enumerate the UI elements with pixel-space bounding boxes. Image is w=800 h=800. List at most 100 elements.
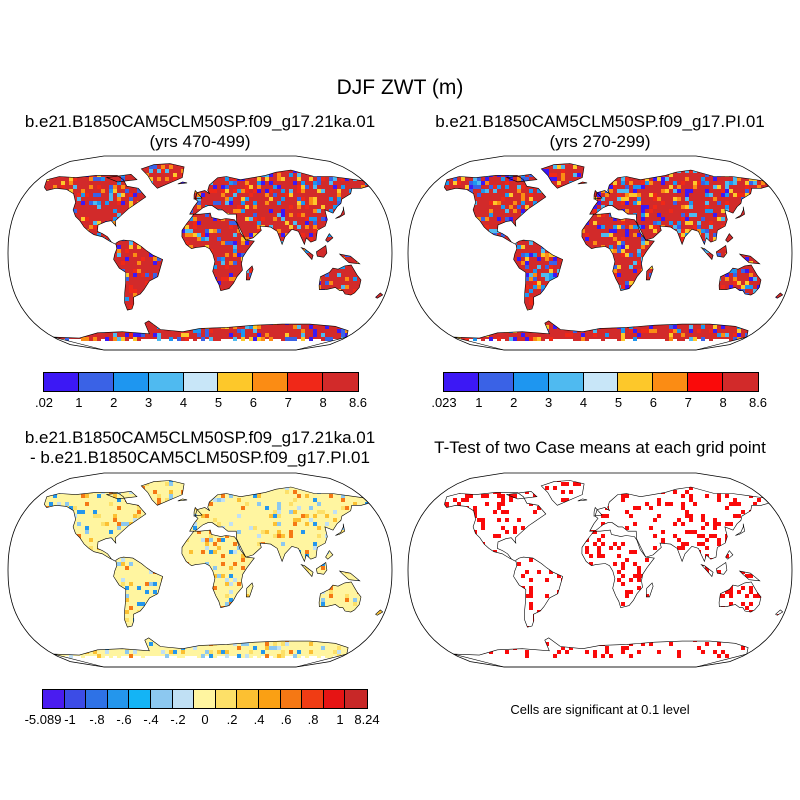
colorbar-tick-label: 3 — [545, 395, 553, 410]
coastline — [443, 175, 547, 245]
colorbar-tick-label: 7 — [684, 395, 692, 410]
coastline — [443, 492, 547, 562]
colorbar-tick-label: -.6 — [116, 712, 132, 727]
coastline — [581, 529, 655, 609]
colorbar-tick-label: .02 — [34, 395, 54, 410]
colorbar-swatch — [113, 373, 149, 391]
coastline — [140, 163, 185, 189]
colorbar-swatch — [237, 690, 259, 708]
colorbar-tick-label: .6 — [280, 712, 292, 727]
colorbar-tick-label: 4 — [579, 395, 588, 410]
colorbar-tick-label: 0 — [201, 712, 209, 727]
colorbar-tick-label: .4 — [253, 712, 265, 727]
coastline — [577, 498, 588, 502]
coastline — [577, 181, 588, 185]
coastline — [189, 486, 370, 563]
colorbar-swatch — [288, 373, 323, 391]
diff-line-1: b.e21.B1850CAM5CLM50SP.f09_g17.21ka.01 — [24, 428, 376, 447]
colorbar-tick-label: -.2 — [170, 712, 186, 727]
figure-title: DJF ZWT (m) — [336, 76, 464, 99]
coastline — [140, 480, 185, 506]
coastline — [735, 206, 745, 219]
coastline — [581, 212, 655, 292]
panel-title-top-left: b.e21.B1850CAM5CLM50SP.f09_g17.21ka.01 (… — [0, 112, 400, 152]
coastline — [245, 582, 254, 598]
coastline — [181, 212, 255, 292]
colorbar-tick-label: -.8 — [89, 712, 105, 727]
colorbar-tick-label: 8 — [319, 395, 327, 410]
coastline — [738, 253, 761, 265]
coastline — [718, 581, 762, 613]
map-outline — [7, 472, 393, 668]
coastline — [113, 239, 164, 311]
map-outline — [7, 155, 393, 351]
colorbar-swatch — [323, 690, 346, 708]
coastline — [335, 523, 345, 536]
colorbar-swatch — [618, 373, 654, 391]
colorbar-tick-label: 5 — [214, 395, 223, 410]
coastline — [700, 246, 714, 261]
colorbar-tick-label: 1 — [75, 395, 83, 410]
colorbar-swatch — [44, 373, 79, 391]
case-name: b.e21.B1850CAM5CLM50SP.f09_g17.21ka.01 — [24, 112, 376, 131]
coastline — [513, 239, 564, 311]
coastline — [105, 490, 138, 500]
colorbar-swatch — [129, 690, 151, 708]
coastline — [105, 173, 138, 183]
map-top-left — [7, 155, 393, 351]
coastline — [775, 609, 784, 616]
coastline — [181, 529, 255, 609]
colorbar-swatch — [253, 373, 289, 391]
coastline — [315, 561, 328, 575]
coastline — [775, 292, 784, 299]
coastline — [725, 233, 734, 243]
colorbar-swatch — [218, 373, 254, 391]
colorbar-swatch — [653, 373, 689, 391]
map-bottom-right — [407, 472, 793, 668]
coastline — [43, 175, 147, 245]
colorbar-tick-label: 7 — [284, 395, 292, 410]
coastline — [338, 253, 361, 265]
colorbar-swatch — [280, 690, 303, 708]
colorbar-swatch — [688, 373, 723, 391]
colorbar-swatch — [64, 690, 87, 708]
colorbar-swatch — [345, 690, 367, 708]
year-range: (yrs 470-499) — [149, 132, 251, 151]
colorbar-tick-label: -1 — [64, 712, 76, 727]
coastline — [325, 550, 334, 560]
coastline — [725, 550, 734, 560]
colorbar-swatch — [723, 373, 758, 391]
coastline — [335, 206, 345, 219]
coastline — [505, 490, 538, 500]
map-top-right — [407, 155, 793, 351]
coastline — [177, 181, 188, 185]
map-outline — [407, 472, 793, 668]
colorbar-swatch — [172, 690, 195, 708]
colorbar-tick-label: 2 — [510, 395, 518, 410]
colorbar-swatch — [86, 690, 108, 708]
colorbar-tick-label: 8.6 — [748, 395, 768, 410]
coastline — [177, 498, 188, 502]
colorbar-swatch — [478, 373, 514, 391]
coastline — [589, 486, 770, 563]
colorbar-tick-label: .8 — [307, 712, 319, 727]
colorbar-tick-label: -5.089 — [24, 712, 62, 727]
coastline — [375, 292, 384, 299]
coastline — [645, 582, 654, 598]
colorbar-tick-label: 8.6 — [348, 395, 368, 410]
colorbar-swatch — [302, 690, 324, 708]
colorbar-swatch — [323, 373, 358, 391]
colorbar-swatch — [548, 373, 584, 391]
coastline — [375, 609, 384, 616]
colorbar-swatch — [78, 373, 114, 391]
coastline — [300, 563, 314, 578]
coastline — [315, 244, 328, 258]
colorbar-tick-label: 4 — [179, 395, 188, 410]
colorbar-tick-label: 1 — [336, 712, 344, 727]
map-bottom-left — [7, 472, 393, 668]
colorbar-tick-label: .023 — [431, 395, 457, 410]
coastline — [193, 189, 203, 200]
coastline — [540, 163, 585, 189]
colorbar-ticks-bottom-left: -5.089 -1 -.8 -.6 -.4 -.2 0 .2 .4 .6 .8 1 8.24 — [25, 712, 380, 728]
colorbar-ticks-top-left: .02 1 2 3 4 5 6 7 8 8.6 — [35, 395, 367, 411]
